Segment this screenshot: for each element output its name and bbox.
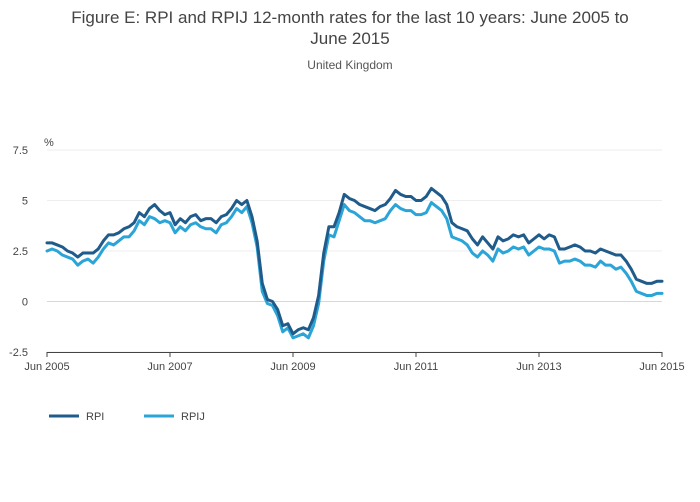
series-lines <box>45 186 664 340</box>
x-tick-label: Jun 2015 <box>639 361 684 373</box>
y-tick-label: 5 <box>22 196 28 208</box>
series-line-rpi[interactable] <box>45 186 664 336</box>
legend-label: RPI <box>86 411 104 423</box>
grid-lines <box>47 149 662 353</box>
x-tick-label: Jun 2007 <box>147 361 192 373</box>
y-tick-label: 2.5 <box>13 246 28 258</box>
chart-title: Figure E: RPI and RPIJ 12-month rates fo… <box>0 7 700 49</box>
legend-item-rpij[interactable]: RPIJ <box>144 411 205 423</box>
x-tick-label: Jun 2005 <box>24 361 69 373</box>
x-tick-label: Jun 2009 <box>270 361 315 373</box>
chart-title-line-1: Figure E: RPI and RPIJ 12-month rates fo… <box>71 8 629 27</box>
x-tick-label: Jun 2011 <box>394 361 438 373</box>
y-tick-label: -2.5 <box>9 347 28 359</box>
x-axis: Jun 2005 Jun 2007 Jun 2009 Jun 2011 Jun 2013… <box>24 352 685 373</box>
x-tick-label: Jun 2013 <box>516 361 561 373</box>
legend[interactable]: RPI RPIJ <box>49 411 205 423</box>
legend-label: RPIJ <box>181 411 205 423</box>
chart-title-line-2: June 2015 <box>310 29 390 48</box>
y-axis: % -2.5 0 2.5 5 7.5 <box>9 137 54 359</box>
y-tick-label: 7.5 <box>13 145 28 157</box>
y-axis-unit-label: % <box>44 137 54 149</box>
series-line-rpij[interactable] <box>45 201 664 340</box>
chart-subtitle: United Kingdom <box>307 58 393 72</box>
legend-item-rpi[interactable]: RPI <box>49 411 104 423</box>
y-tick-label: 0 <box>22 297 28 309</box>
